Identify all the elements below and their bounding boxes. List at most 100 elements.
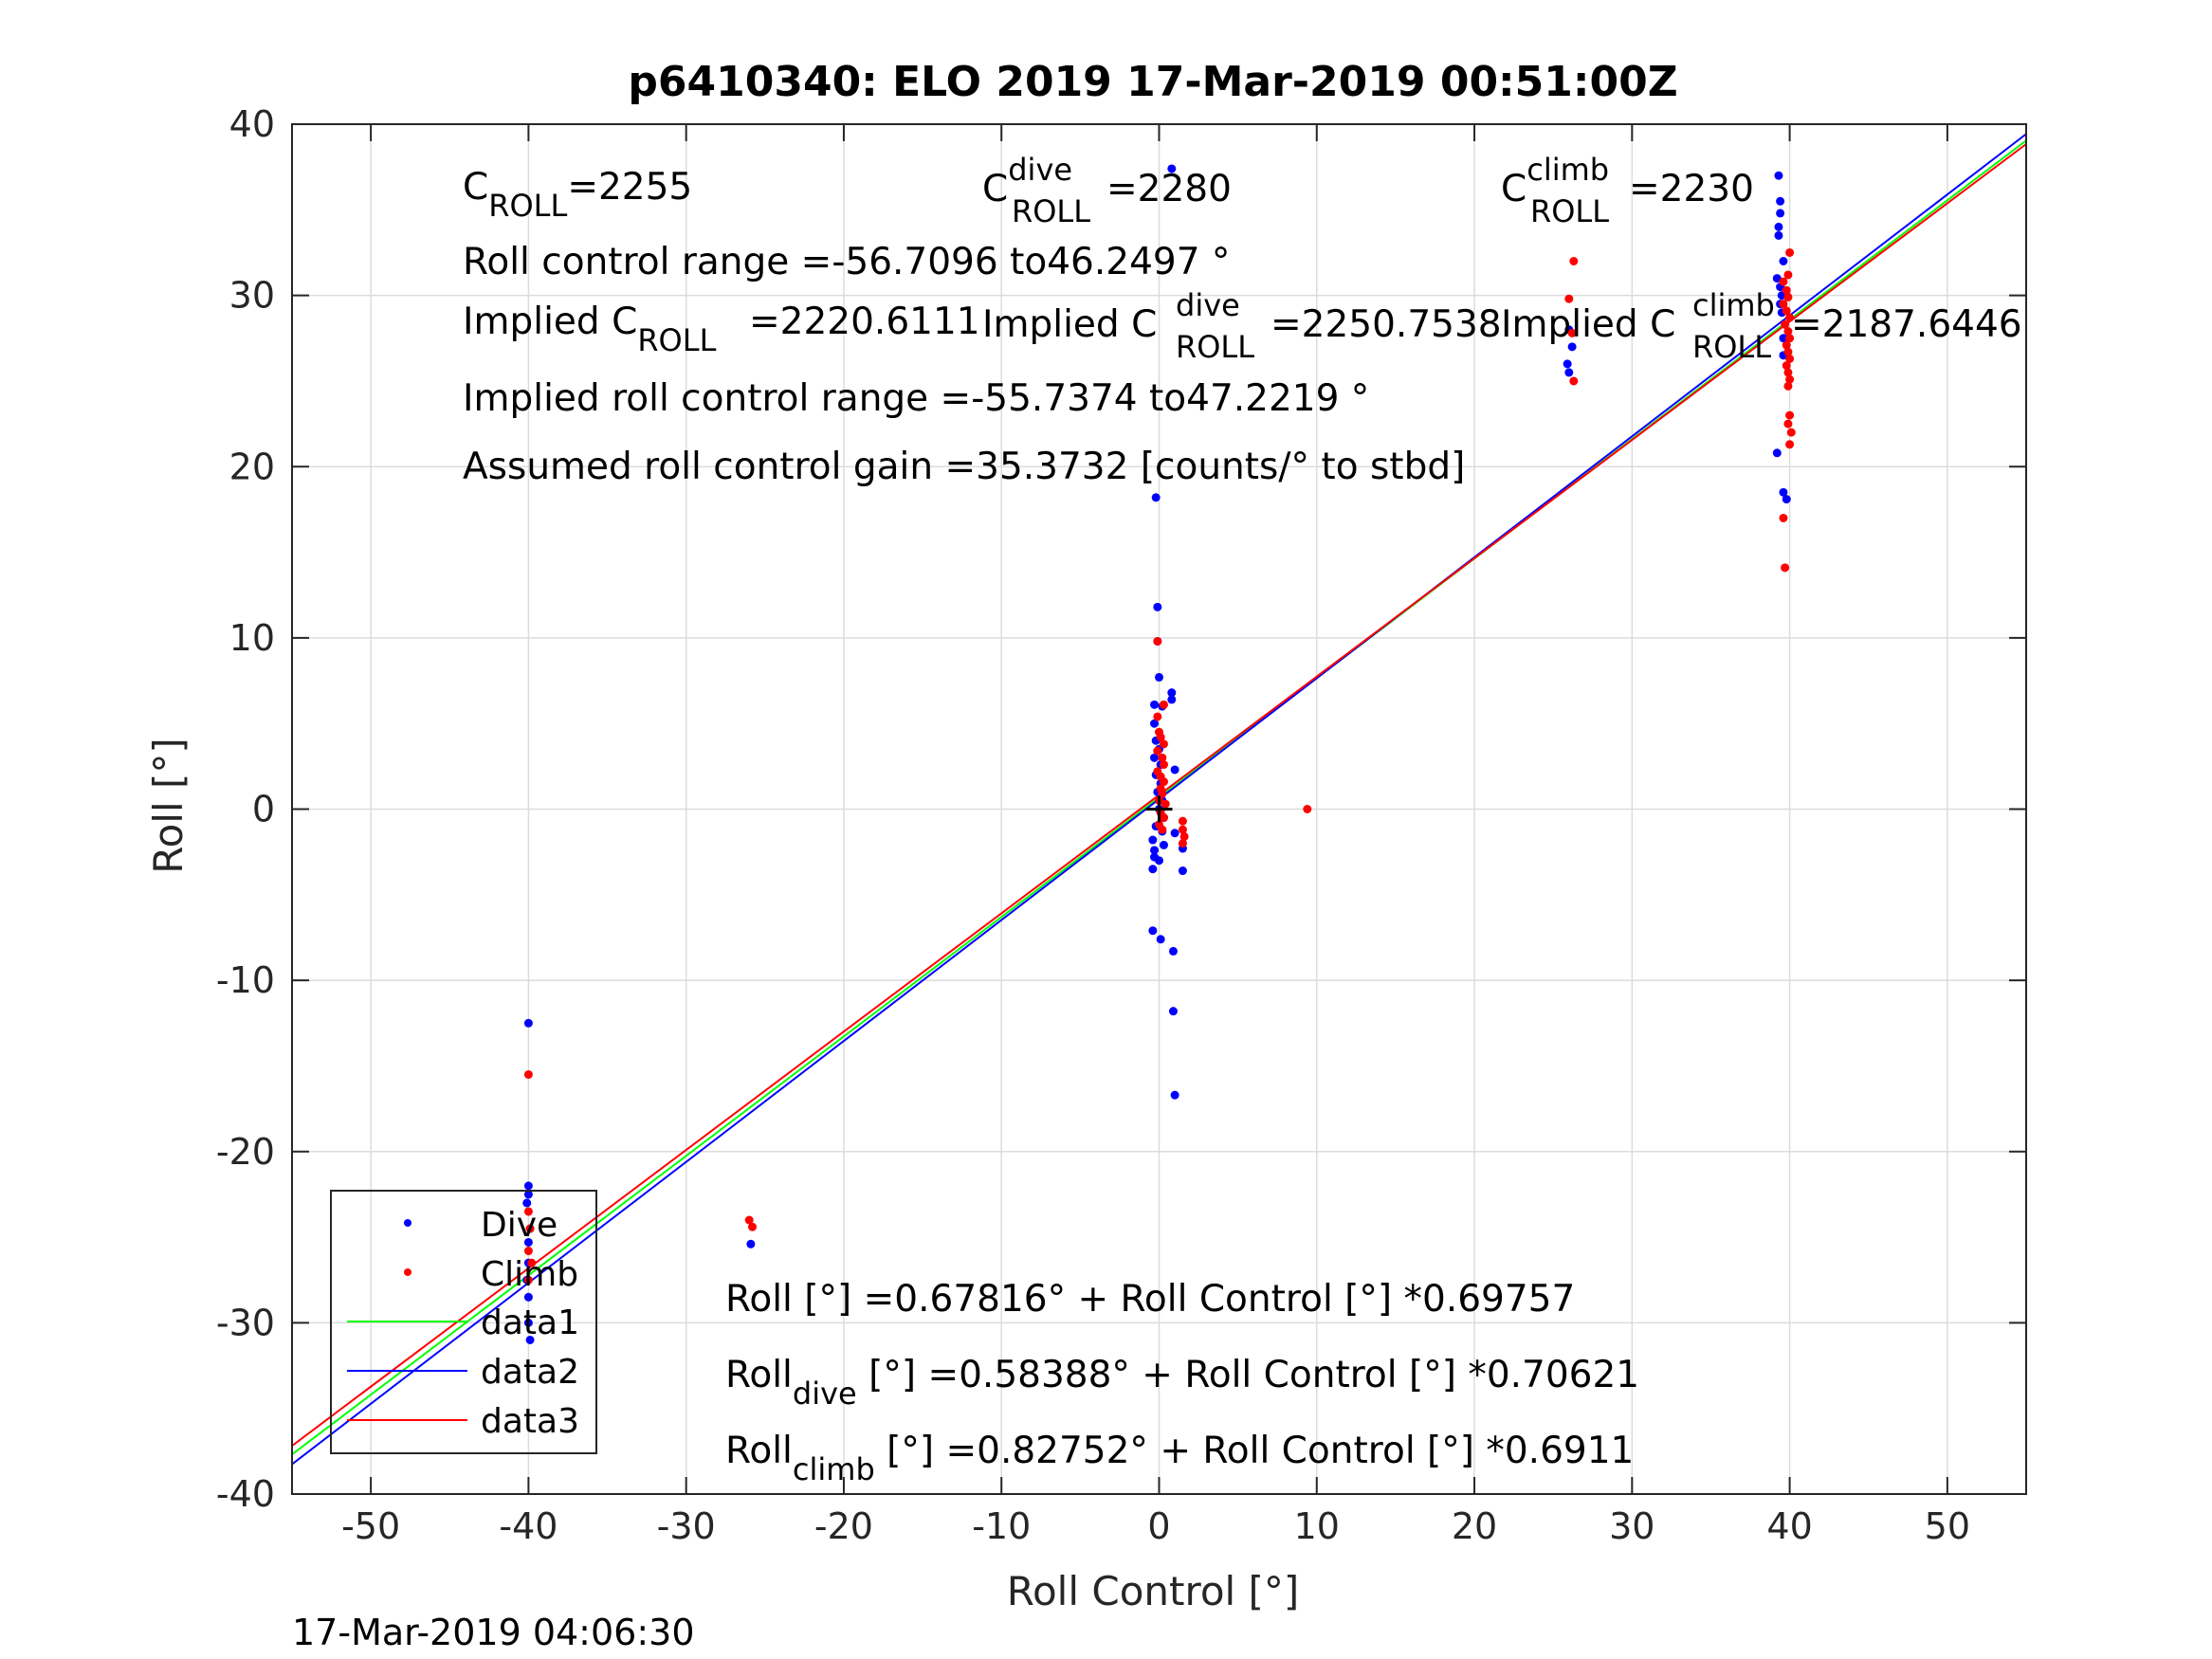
legend-label-dive: Dive <box>481 1206 558 1245</box>
climb-point <box>1783 347 1793 356</box>
dive-point <box>1774 171 1783 180</box>
climb-point <box>1782 340 1791 350</box>
climb-point <box>1785 374 1795 384</box>
climb-point <box>1785 313 1795 322</box>
dive-point <box>1170 765 1179 775</box>
dive-point <box>1170 829 1179 838</box>
climb-point <box>1782 285 1791 295</box>
climb-point <box>1156 733 1165 742</box>
series-climb <box>523 247 1796 1285</box>
dive-point <box>1153 602 1162 611</box>
y-tick-label: 30 <box>229 275 275 317</box>
dive-point <box>1167 164 1177 173</box>
dive-point <box>1564 368 1574 377</box>
dive-point <box>1779 334 1788 343</box>
legend-marker-dive <box>404 1219 411 1227</box>
climb-point <box>1159 739 1168 749</box>
x-tick-label: 40 <box>1766 1505 1812 1547</box>
dive-point <box>1774 222 1783 231</box>
climb-point <box>1179 831 1189 841</box>
climb-point <box>1785 410 1795 420</box>
climb-point <box>1158 753 1167 762</box>
climb-point <box>1569 257 1579 265</box>
climb-point <box>1159 813 1168 823</box>
y-axis-label: Roll [°] <box>145 738 192 873</box>
climb-point <box>1782 361 1791 371</box>
y-tick-label: -10 <box>216 959 275 1001</box>
climb-point <box>1564 294 1574 303</box>
legend-label-data1: data1 <box>481 1304 579 1342</box>
legend-label-data2: data2 <box>481 1353 579 1392</box>
x-tick-label: 30 <box>1609 1505 1654 1547</box>
implied-croll-annotation: Implied CROLL =2220.6111 <box>463 301 980 358</box>
timestamp: 17-Mar-2019 04:06:30 <box>292 1612 695 1653</box>
x-tick-label: 0 <box>1147 1505 1170 1547</box>
climb-point <box>1158 825 1167 834</box>
dive-point <box>1776 209 1785 218</box>
dive-point <box>1772 274 1782 283</box>
climb-point <box>1153 636 1162 646</box>
dive-point <box>1156 935 1165 944</box>
climb-point <box>1782 306 1791 316</box>
dive-point <box>1150 719 1160 728</box>
dive-point <box>523 1237 533 1247</box>
dive-point <box>525 1335 535 1344</box>
climb-point <box>1785 354 1795 363</box>
climb-point <box>523 1275 533 1285</box>
x-tick-label: -10 <box>972 1505 1031 1547</box>
climb-point <box>1567 328 1577 337</box>
axis-ticks: -50 -40 -30 -20 -10 0 10 20 30 40 50 -40 -30 -20 -10 0 1… <box>216 103 2026 1547</box>
climb-point <box>1178 825 1187 834</box>
dive-point <box>1151 493 1161 502</box>
x-tick-label: -30 <box>657 1505 716 1547</box>
climb-point <box>1783 270 1793 280</box>
dive-point <box>523 1190 533 1199</box>
fit-all-equation: Roll [°] =0.67816° + Roll Control [°] *0… <box>725 1278 1575 1321</box>
dive-point <box>1155 672 1163 682</box>
dive-point <box>1168 946 1178 956</box>
climb-point <box>1779 513 1788 522</box>
climb-point <box>1786 428 1796 437</box>
climb-point <box>1153 746 1162 756</box>
climb-point <box>1783 419 1793 428</box>
annotations: CROLL=2255 Cdive ROLL=2280 Cclimb ROLL=223… <box>463 152 2022 1487</box>
dive-point <box>523 1318 533 1327</box>
y-tick-label: 10 <box>229 617 275 659</box>
y-tick-label: 20 <box>229 446 275 487</box>
y-tick-label: -20 <box>216 1131 275 1173</box>
dive-point <box>1779 487 1788 497</box>
implied-range-annotation: Implied roll control range =-55.7374 to4… <box>463 377 1369 420</box>
croll-dive-annotation: Cdive ROLL=2280 <box>982 152 1232 229</box>
dive-point <box>746 1239 756 1249</box>
x-tick-label: -40 <box>499 1505 558 1547</box>
dive-point <box>523 1018 533 1028</box>
legend-box <box>330 1190 597 1454</box>
climb-point <box>1153 712 1162 721</box>
climb-point <box>744 1215 754 1225</box>
climb-point <box>1781 563 1790 573</box>
climb-point <box>1785 334 1795 343</box>
climb-point <box>1159 700 1168 709</box>
dive-point <box>523 1181 533 1191</box>
dive-point <box>1148 865 1158 874</box>
climb-point <box>1159 777 1168 787</box>
dive-point <box>523 1292 533 1302</box>
dive-point <box>1782 495 1791 504</box>
croll-annotation: CROLL=2255 <box>463 166 692 224</box>
legend: Dive Climb data1 data2 data3 <box>330 1190 597 1454</box>
dive-point <box>1779 257 1788 265</box>
climb-point <box>1178 839 1187 848</box>
x-axis-label: Roll Control [°] <box>1007 1568 1300 1614</box>
dive-point <box>1567 342 1577 352</box>
climb-point <box>1569 376 1579 386</box>
climb-point <box>1785 440 1795 449</box>
climb-point <box>525 1224 535 1233</box>
y-tick-label: -40 <box>216 1473 275 1515</box>
climb-point <box>1779 277 1788 286</box>
dive-point <box>1150 846 1160 855</box>
dive-point <box>1772 448 1782 458</box>
x-tick-label: 20 <box>1452 1505 1497 1547</box>
dive-point <box>1150 753 1160 762</box>
